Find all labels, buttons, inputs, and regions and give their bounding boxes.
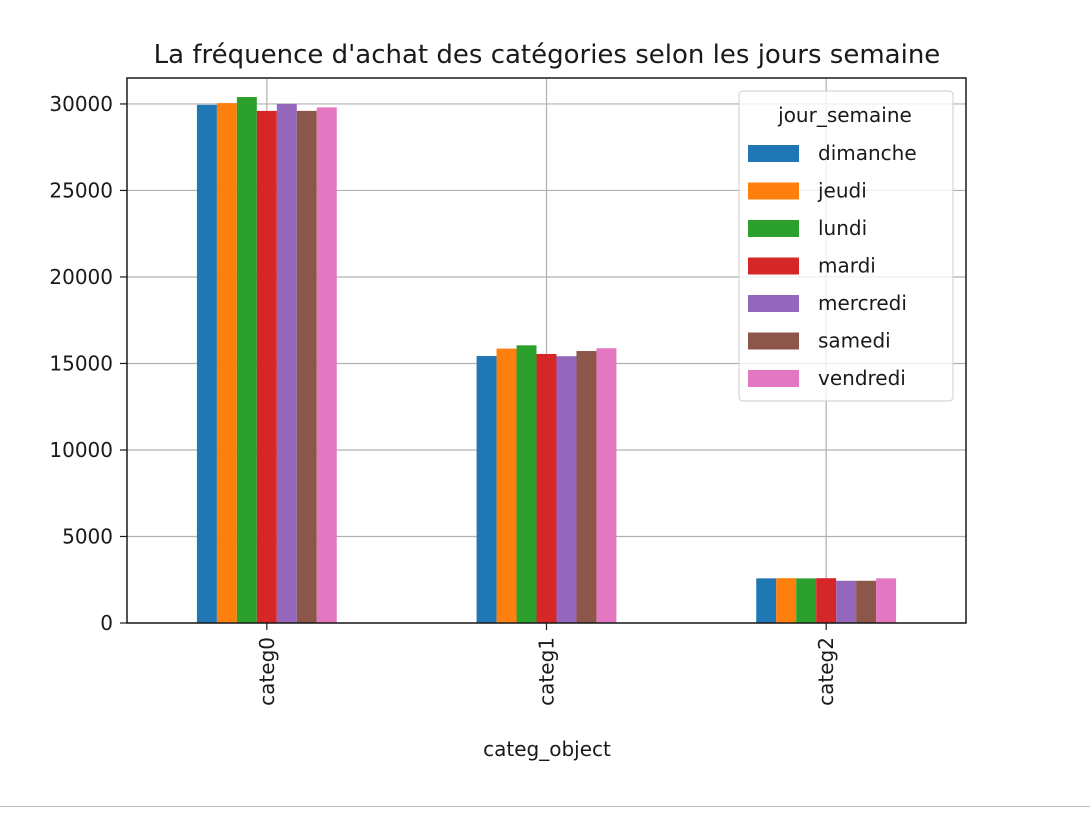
y-tick-label: 20000 xyxy=(49,265,113,289)
bars xyxy=(196,97,897,624)
y-tick-label: 30000 xyxy=(49,92,113,116)
legend-swatch xyxy=(748,257,799,275)
legend-swatch xyxy=(748,295,799,312)
bar-mardi-categ2 xyxy=(816,578,837,623)
x-tick-label: categ0 xyxy=(255,637,279,706)
y-tick-label: 0 xyxy=(100,611,113,635)
legend-swatch xyxy=(748,332,799,350)
bar-vendredi-categ2 xyxy=(876,578,897,623)
bar-mercredi-categ2 xyxy=(836,580,857,623)
y-tick-label: 25000 xyxy=(49,178,113,202)
y-tick-label: 5000 xyxy=(62,524,113,548)
bar-lundi-categ1 xyxy=(516,345,537,623)
legend-swatch xyxy=(748,370,799,387)
bar-mercredi-categ0 xyxy=(276,103,297,623)
bar-mardi-categ0 xyxy=(256,110,277,623)
x-axis: categ0 categ1 categ2 xyxy=(255,623,838,706)
bar-dimanche-categ2 xyxy=(756,578,777,623)
y-tick-label: 15000 xyxy=(49,351,113,375)
legend-label: mercredi xyxy=(818,291,907,315)
page-divider xyxy=(0,806,1090,807)
legend-box xyxy=(738,90,954,402)
bar-lundi-categ2 xyxy=(796,578,817,623)
bar-dimanche-categ1 xyxy=(476,356,497,623)
bar-jeudi-categ0 xyxy=(216,103,237,624)
legend-label: samedi xyxy=(818,329,891,353)
bar-mercredi-categ1 xyxy=(556,356,577,623)
bar-vendredi-categ1 xyxy=(596,348,617,623)
y-tick-label: 10000 xyxy=(49,438,113,462)
bar-samedi-categ2 xyxy=(856,580,877,623)
legend-label: jeudi xyxy=(817,179,867,203)
legend-label: mardi xyxy=(818,254,876,278)
legend-label: vendredi xyxy=(818,366,906,390)
bar-samedi-categ1 xyxy=(576,351,597,623)
x-tick-label: categ2 xyxy=(814,637,838,706)
legend: jour_semaine dimanche jeudi lundi mardi merc… xyxy=(738,90,954,402)
legend-label: dimanche xyxy=(818,141,917,165)
bar-lundi-categ0 xyxy=(236,97,257,624)
x-tick-label: categ1 xyxy=(535,637,559,706)
x-axis-label: categ_object xyxy=(483,737,611,761)
legend-items: dimanche jeudi lundi mardi mercredi samedi ven… xyxy=(748,141,917,390)
chart-title: La fréquence d'achat des catégories selo… xyxy=(154,40,941,70)
bar-mardi-categ1 xyxy=(536,353,557,623)
legend-swatch xyxy=(748,182,799,200)
bar-jeudi-categ1 xyxy=(496,348,517,623)
legend-label: lundi xyxy=(818,216,867,240)
legend-swatch xyxy=(748,220,799,237)
bar-jeudi-categ2 xyxy=(776,578,797,623)
y-axis: 0 5000 10000 15000 20000 25000 30000 xyxy=(49,92,127,635)
legend-title: jour_semaine xyxy=(777,103,912,127)
bar-vendredi-categ0 xyxy=(316,107,337,623)
legend-swatch xyxy=(748,145,799,162)
bar-samedi-categ0 xyxy=(296,110,317,623)
bar-dimanche-categ0 xyxy=(196,104,217,624)
